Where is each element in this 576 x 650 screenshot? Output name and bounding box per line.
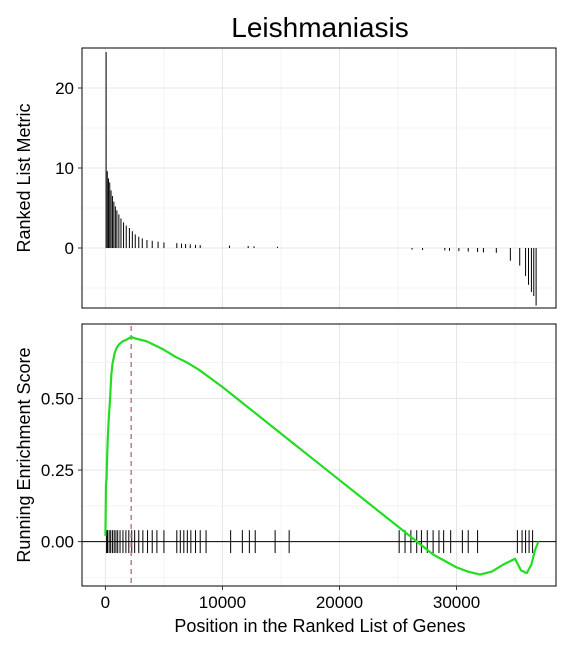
- gene-position-x-axis: 0 10000 20000 30000: [101, 586, 480, 612]
- chart-title: Leishmaniasis: [231, 12, 408, 43]
- enrichment-score-y-tick-label: 0.50: [41, 389, 74, 408]
- ranked-metric-y-tick-label: 10: [55, 159, 74, 178]
- enrichment-score-y-axis-title: Running Enrichment Score: [14, 347, 34, 562]
- enrichment-score-y-tick-label: 0.25: [41, 461, 74, 480]
- ranked-metric-y-axis: 0 10 20: [55, 79, 82, 258]
- enrichment-score-y-axis: 0.00 0.25 0.50: [41, 389, 82, 552]
- gene-position-x-tick-label: 30000: [433, 593, 480, 612]
- running-enrichment-score-line: [104, 335, 540, 576]
- gene-position-x-tick-label: 10000: [199, 593, 246, 612]
- ranked-metric-y-axis-title: Ranked List Metric: [14, 103, 34, 252]
- ranked-metric-panel-border: [81, 47, 557, 309]
- gene-position-x-tick-label: 20000: [316, 593, 363, 612]
- gene-position-x-axis-title: Position in the Ranked List of Genes: [174, 616, 465, 636]
- ranked-metric-y-tick-label: 0: [65, 239, 74, 258]
- ranked-metric-panel: 0 10 20 Ranked List Metric: [14, 47, 557, 309]
- enrichment-score-y-tick-label: 0.00: [41, 533, 74, 552]
- enrichment-score-grid: [82, 324, 556, 586]
- ranked-metric-grid: [82, 48, 556, 308]
- enrichment-score-panel: 0.00 0.25 0.50 0 10000 20000 30000 Running En…: [14, 323, 557, 636]
- ranked-metric-bars: [105, 52, 537, 306]
- gene-position-x-tick-label: 0: [101, 593, 110, 612]
- enrichment-score-panel-border: [81, 323, 557, 587]
- ranked-metric-y-tick-label: 20: [55, 79, 74, 98]
